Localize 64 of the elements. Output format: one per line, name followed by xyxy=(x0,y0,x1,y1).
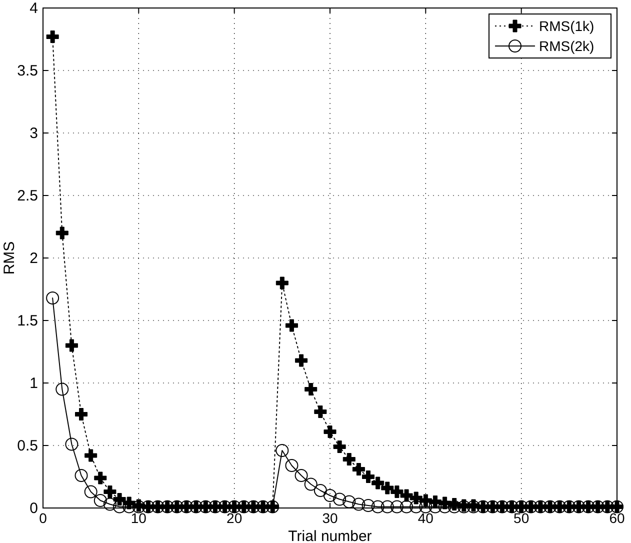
point xyxy=(56,382,69,396)
point xyxy=(104,486,116,498)
point xyxy=(438,500,452,514)
point xyxy=(75,408,88,420)
point xyxy=(46,292,60,304)
point xyxy=(285,459,298,472)
x-tick-label: 60 xyxy=(609,510,625,526)
y-tick-label: 3 xyxy=(30,125,38,142)
legend-label: RMS(2k) xyxy=(539,38,594,54)
y-axis-title: RMS xyxy=(1,241,18,275)
point xyxy=(410,500,423,514)
point xyxy=(380,500,394,514)
point xyxy=(371,500,384,514)
point xyxy=(94,494,107,507)
point xyxy=(295,354,308,367)
point xyxy=(352,498,366,511)
point xyxy=(400,500,414,514)
point xyxy=(314,484,327,497)
point xyxy=(342,453,356,466)
y-tick-label: 4 xyxy=(30,0,38,17)
x-tick-label: 50 xyxy=(514,510,530,526)
x-axis-title: Trial number xyxy=(288,528,372,543)
point xyxy=(113,500,126,514)
point xyxy=(74,469,88,482)
point xyxy=(65,438,78,451)
point xyxy=(285,319,298,332)
point xyxy=(448,500,461,514)
y-tick-label: 0.5 xyxy=(17,438,38,454)
point xyxy=(333,440,346,453)
y-tick-label: 2 xyxy=(30,250,38,267)
point xyxy=(65,339,78,352)
point xyxy=(390,500,404,514)
point xyxy=(56,226,68,240)
point xyxy=(333,492,346,506)
y-tick-label: 1 xyxy=(30,375,38,392)
point xyxy=(381,482,394,494)
point xyxy=(294,469,308,482)
point xyxy=(46,30,59,43)
point xyxy=(324,426,336,438)
x-tick-label: 30 xyxy=(322,510,338,526)
point xyxy=(342,495,356,508)
x-tick-label: 10 xyxy=(130,510,147,526)
point xyxy=(304,478,318,491)
point xyxy=(84,449,98,462)
point xyxy=(103,498,116,511)
point xyxy=(314,406,327,418)
point xyxy=(304,383,318,396)
point xyxy=(324,489,336,502)
point xyxy=(390,486,404,498)
point xyxy=(94,472,107,484)
point xyxy=(372,476,384,490)
y-tick-label: 1.5 xyxy=(17,312,38,330)
point xyxy=(362,499,375,512)
point xyxy=(362,470,375,483)
point xyxy=(276,276,288,290)
point xyxy=(276,444,289,457)
point xyxy=(84,485,98,498)
x-tick-label: 20 xyxy=(226,510,242,526)
point xyxy=(352,463,365,476)
y-tick-label: 3.5 xyxy=(17,62,38,80)
legend-label: RMS(1k) xyxy=(539,18,594,34)
point xyxy=(122,500,136,514)
y-tick-label: 2.5 xyxy=(17,188,38,204)
x-tick-label: 40 xyxy=(418,510,434,526)
